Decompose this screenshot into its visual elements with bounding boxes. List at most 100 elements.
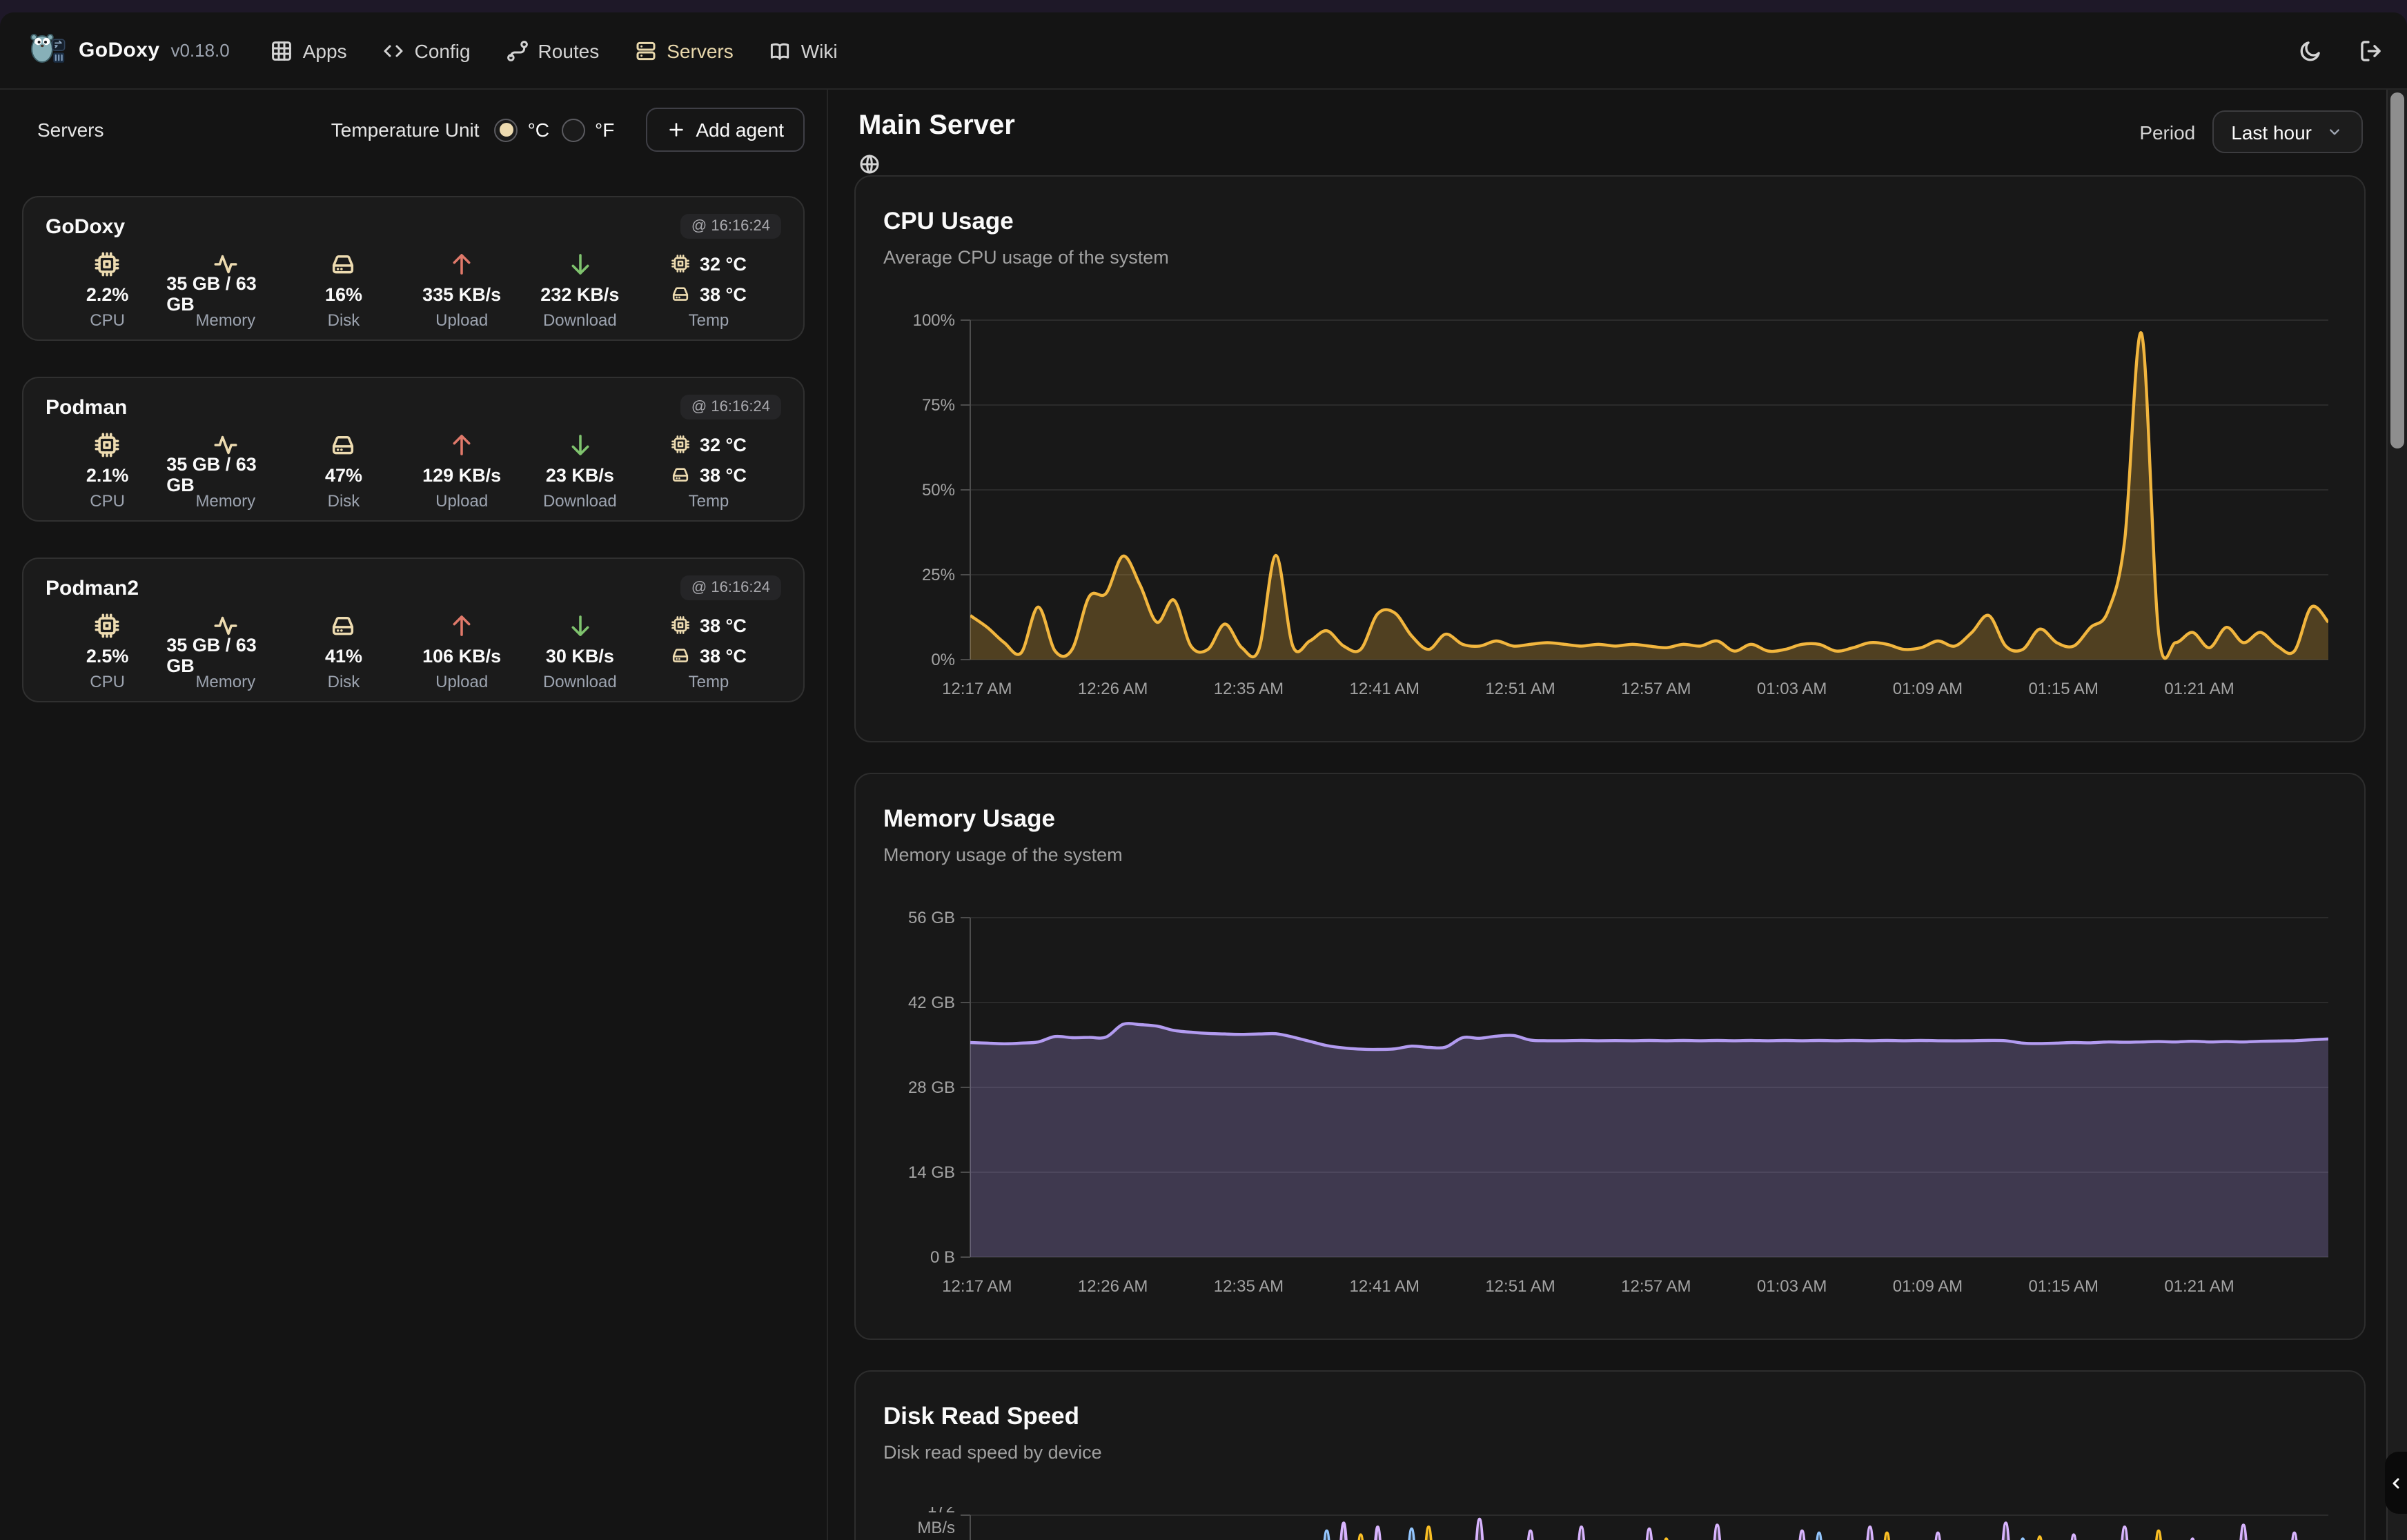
server-name: Podman2: [46, 576, 139, 600]
svg-text:12:26 AM: 12:26 AM: [1078, 1277, 1148, 1296]
svg-text:12:35 AM: 12:35 AM: [1214, 1277, 1284, 1296]
cpu-icon: [95, 428, 121, 461]
stat-label: Download: [542, 310, 617, 330]
hard-drive-icon: [672, 468, 689, 482]
svg-text:01:09 AM: 01:09 AM: [1893, 1277, 1963, 1296]
nav-item-apps[interactable]: Apps: [271, 39, 347, 61]
hard-drive-icon: [672, 649, 689, 662]
arrow-down-icon: [567, 247, 593, 280]
stat-value: 35 GB / 63 GB: [166, 454, 257, 495]
stat-temp: 32 °C 38 °C Temp: [639, 428, 778, 513]
globe-icon: [858, 153, 881, 175]
stats-row: 2.1% CPU 35 GB / 63 GB Memory 47%: [46, 428, 781, 513]
svg-text:100%: 100%: [913, 312, 955, 330]
main-scrollbar-track[interactable]: [2386, 90, 2407, 1540]
stat-upload: 129 KB/s Upload: [403, 428, 521, 513]
nav-item-routes[interactable]: Routes: [507, 39, 599, 61]
temp-cpu-value: 32 °C: [700, 253, 747, 274]
add-agent-label: Add agent: [696, 119, 784, 141]
chart-title: Disk Read Speed: [883, 1402, 1079, 1430]
app-shell: GoDoxy v0.18.0 Apps Config Routes: [0, 12, 2407, 1540]
stat-label: Download: [542, 672, 617, 691]
stat-temp: 32 °C 38 °C Temp: [639, 247, 778, 333]
svg-text:75%: 75%: [922, 396, 955, 415]
server-card-godoxy[interactable]: GoDoxy @ 16:16:24 2.2% CPU 35 GB: [22, 196, 805, 341]
svg-text:12:57 AM: 12:57 AM: [1621, 1277, 1691, 1296]
svg-text:0%: 0%: [931, 651, 955, 669]
stat-download: 23 KB/s Download: [521, 428, 639, 513]
svg-text:50%: 50%: [922, 481, 955, 500]
stat-label: Memory: [195, 491, 256, 511]
server-detail-panel: Main Server Period Last hour CPU Usage: [828, 90, 2407, 1540]
stat-memory: 35 GB / 63 GB Memory: [166, 609, 284, 694]
stat-label: Disk: [327, 310, 360, 330]
add-agent-button[interactable]: Add agent: [646, 108, 805, 152]
svg-text:12:35 AM: 12:35 AM: [1214, 680, 1284, 698]
svg-text:01:03 AM: 01:03 AM: [1757, 1277, 1827, 1296]
brand-name: GoDoxy: [79, 39, 160, 62]
cpu-icon: [671, 255, 689, 273]
disk-read-speed-card: Disk Read Speed Disk read speed by devic…: [854, 1370, 2366, 1540]
svg-text:01:03 AM: 01:03 AM: [1757, 680, 1827, 698]
period-label: Period: [2139, 121, 2196, 143]
arrow-up-icon: [449, 428, 475, 461]
stat-value: 232 KB/s: [540, 284, 620, 304]
celsius-radio[interactable]: °C: [494, 118, 549, 141]
stat-label: Download: [542, 491, 617, 511]
stat-value: 41%: [324, 645, 362, 666]
server-card-podman[interactable]: Podman @ 16:16:24 2.1% CPU 35 GB: [22, 377, 805, 522]
stat-label: Temp: [688, 310, 729, 330]
cpu-icon: [95, 609, 121, 642]
chart-title: Memory Usage: [883, 804, 1055, 832]
main-scrollbar-thumb[interactable]: [2390, 92, 2404, 448]
sidebar-header: Servers Temperature Unit °C °F: [0, 90, 827, 153]
cpu-icon: [671, 616, 689, 634]
window-top-strip: [0, 0, 2407, 12]
arrow-up-icon: [449, 247, 475, 280]
svg-text:12:26 AM: 12:26 AM: [1078, 680, 1148, 698]
stat-label: Upload: [435, 491, 489, 511]
svg-text:0 B: 0 B: [930, 1248, 955, 1267]
hard-drive-icon: [331, 428, 357, 461]
nav-item-servers[interactable]: Servers: [635, 39, 734, 61]
stat-value: 2.2%: [86, 284, 129, 304]
activity-icon: [213, 609, 239, 642]
period-dropdown[interactable]: Last hour: [2212, 110, 2363, 153]
theme-toggle-moon-icon[interactable]: [2298, 38, 2323, 63]
stat-label: Memory: [195, 310, 256, 330]
stat-label: Memory: [195, 672, 256, 691]
nav-item-config[interactable]: Config: [383, 39, 471, 61]
logout-icon[interactable]: [2359, 38, 2384, 63]
svg-text:12:41 AM: 12:41 AM: [1350, 1277, 1419, 1296]
hard-drive-icon: [331, 247, 357, 280]
nav-items: Apps Config Routes Servers Wiki: [271, 39, 838, 61]
fahrenheit-radio[interactable]: °F: [562, 118, 614, 141]
arrow-up-icon: [449, 609, 475, 642]
nav-item-wiki[interactable]: Wiki: [769, 39, 838, 61]
activity-icon: [213, 428, 239, 461]
svg-text:12:51 AM: 12:51 AM: [1485, 680, 1555, 698]
radio-circle: [562, 118, 585, 141]
stat-download: 232 KB/s Download: [521, 247, 639, 333]
memory-usage-card: Memory Usage Memory usage of the system …: [854, 773, 2366, 1340]
stat-value: 106 KB/s: [422, 645, 502, 666]
stat-label: Disk: [327, 491, 360, 511]
server-card-list: GoDoxy @ 16:16:24 2.2% CPU 35 GB: [0, 153, 827, 702]
period-value: Last hour: [2231, 121, 2312, 143]
stat-cpu: 2.2% CPU: [48, 247, 166, 333]
stat-value: 129 KB/s: [422, 464, 502, 485]
stat-value: 335 KB/s: [422, 284, 502, 304]
stat-label: Upload: [435, 672, 489, 691]
temp-disk-value: 38 °C: [700, 464, 747, 485]
activity-icon: [213, 247, 239, 280]
stat-value: 2.1%: [86, 464, 129, 485]
collapse-drawer-tab[interactable]: [2385, 1452, 2407, 1514]
disk-read-speed-chart: 172 MB/s: [883, 1498, 2337, 1540]
stat-label: Temp: [688, 672, 729, 691]
stat-value: 16%: [324, 284, 362, 304]
stat-memory: 35 GB / 63 GB Memory: [166, 428, 284, 513]
server-card-podman2[interactable]: Podman2 @ 16:16:24 2.5% CPU 35 GB: [22, 557, 805, 702]
cpu-icon: [671, 435, 689, 453]
temperature-unit-label: Temperature Unit: [331, 119, 480, 141]
timestamp-badge: @ 16:16:24: [680, 214, 781, 239]
